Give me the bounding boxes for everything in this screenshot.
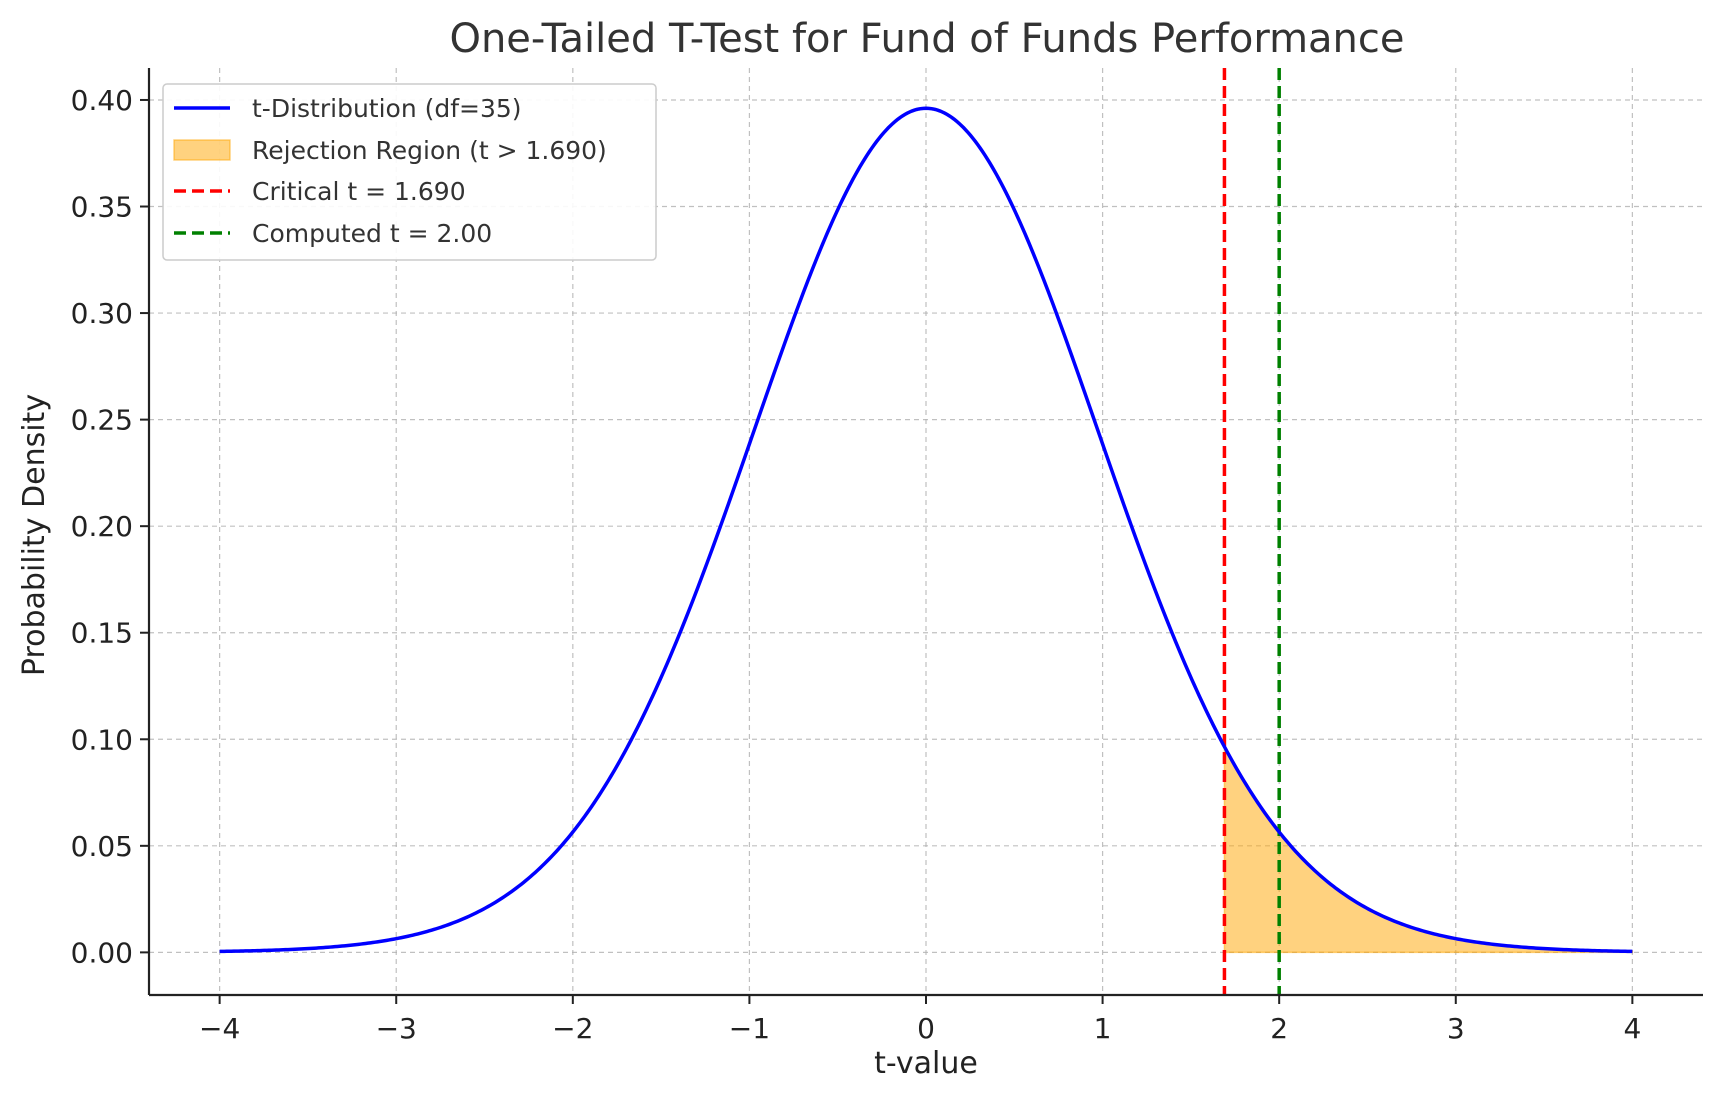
x-tick-label: −2 [552, 1012, 593, 1045]
y-tick-label: 0.00 [71, 936, 133, 969]
y-tick-label: 0.40 [71, 84, 133, 117]
curve-layer [219, 106, 1633, 954]
legend-label-computed-t: Computed t = 2.00 [252, 219, 492, 248]
legend-swatch-rejection-region [173, 139, 231, 161]
x-tick-label: 0 [917, 1012, 935, 1045]
x-tick-label: 2 [1270, 1012, 1288, 1045]
y-ticks: 0.00 0.05 0.10 0.15 0.20 0.25 0.30 0.35 0.40 [71, 84, 149, 969]
x-ticks: −4 −3 −2 −1 0 1 2 3 4 [199, 995, 1641, 1045]
y-tick-label: 0.05 [71, 830, 133, 863]
chart-title: One-Tailed T-Test for Fund of Funds Perf… [449, 16, 1404, 62]
legend-label-t-distribution: t-Distribution (df=35) [252, 94, 522, 123]
y-tick-label: 0.15 [71, 617, 133, 650]
x-tick-label: 4 [1623, 1012, 1641, 1045]
x-tick-label: −1 [729, 1012, 770, 1045]
y-tick-label: 0.20 [71, 510, 133, 543]
legend-label-rejection-region: Rejection Region (t > 1.690) [252, 136, 607, 165]
y-tick-label: 0.10 [71, 723, 133, 756]
x-tick-label: 3 [1447, 1012, 1465, 1045]
legend-frame [162, 83, 657, 261]
x-tick-label: −3 [376, 1012, 417, 1045]
y-tick-label: 0.35 [71, 191, 133, 224]
x-tick-label: 1 [1094, 1012, 1112, 1045]
x-tick-label: −4 [199, 1012, 240, 1045]
y-tick-label: 0.25 [71, 404, 133, 437]
legend-label-critical-t: Critical t = 1.690 [252, 177, 466, 206]
x-axis-label: t-value [874, 1046, 978, 1081]
reference-lines-layer [1222, 68, 1281, 995]
legend: t-Distribution (df=35) Rejection Region … [162, 83, 657, 261]
y-tick-label: 0.30 [71, 297, 133, 330]
y-axis-label: Probability Density [17, 394, 52, 676]
t-distribution-curve [219, 106, 1633, 954]
